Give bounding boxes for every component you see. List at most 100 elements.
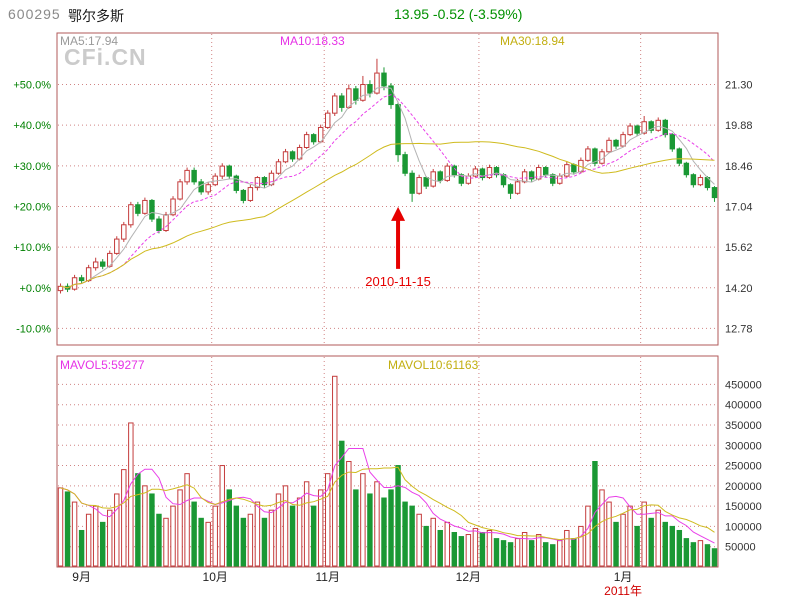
candle-body [564,164,570,177]
stock-code: 600295 [8,6,61,22]
volume-tick-label: 400000 [725,400,762,412]
volume-bar [325,473,331,567]
candle-body [339,95,345,108]
volume-bar [78,529,85,567]
volume-bar [543,542,549,567]
candle-body [360,84,366,101]
candle-body [711,187,718,199]
candle-body [690,174,697,186]
candle-body [444,165,450,181]
volume-bar [697,540,704,567]
candle-body [697,177,704,186]
candle-body [325,112,331,128]
volume-bar [606,501,612,567]
volume-bar [479,532,486,567]
volume-tick-label: 300000 [725,440,762,452]
volume-bar [156,513,162,567]
stock-name: 鄂尔多斯 [68,8,124,24]
month-label: 11月 [315,570,339,584]
volume-bar [500,540,507,567]
volume-bar [648,517,654,567]
volume-bar [240,517,247,567]
volume-bar [92,505,99,567]
volume-bar [163,517,169,567]
percent-tick-label: +30.0% [13,161,51,173]
volume-bar [310,505,317,567]
volume-panel-border [56,355,719,568]
price-tick-label: 12.78 [725,323,753,335]
volume-bar [395,465,401,567]
volume-bar [212,505,218,567]
candle-body [634,125,640,134]
volume-bar [641,501,647,567]
candle-body [395,104,401,156]
percent-tick-label: +40.0% [13,120,51,132]
candle-body [163,214,169,232]
mavol10-line [60,466,715,541]
stock-quote: 13.95 -0.52 (-3.59%) [394,6,523,22]
candle-body [423,177,429,187]
candle-body [669,134,676,150]
price-tick-label: 19.88 [725,120,753,132]
candle-body [571,164,577,173]
candle-body [191,169,197,183]
volume-bar [571,538,577,567]
ma10-line [60,94,715,289]
volume-tick-label: 250000 [725,461,762,473]
candle-body [655,119,661,131]
year-label: 2011年 [604,584,642,598]
candle-body [521,171,528,183]
candle-body [149,199,155,220]
price-tick-label: 17.04 [725,201,753,213]
volume-bar [416,513,422,567]
volume-bar [367,493,373,567]
candle-body [275,161,282,174]
candle-body [493,167,500,176]
candle-body [486,167,493,179]
candle-body [402,154,408,174]
candle-body [226,165,232,177]
candle-body [310,134,317,143]
ma5-line [60,86,715,289]
volume-bar [578,525,584,567]
volume-bar [247,513,254,567]
volume-bar [493,538,500,567]
volume-bar [346,461,352,567]
candle-body [184,169,190,183]
volume-bar [184,473,190,567]
percent-tick-label: +50.0% [13,80,51,92]
volume-bar [655,509,661,567]
volume-bar [64,491,71,567]
candle-body [170,198,176,216]
volume-bar [121,469,127,567]
volume-bar [486,529,493,567]
candle-body [374,72,380,94]
candle-body [142,199,148,214]
candle-body [550,174,556,184]
month-label: 10月 [203,570,228,584]
volume-bar [690,542,697,567]
volume-bar [423,525,429,567]
volume-bar [430,517,436,567]
volume-bar [374,481,380,567]
candle-body [613,139,619,147]
volume-bar [296,497,303,567]
volume-bar [85,513,92,567]
mavol5-label: MAVOL5:59277 [60,358,145,372]
volume-bar [634,525,640,567]
candle-body [114,238,120,254]
volume-bar [592,461,598,567]
volume-bar [198,517,204,567]
volume-bar [71,501,78,567]
volume-bar [135,473,141,567]
ma30-label: MA30:18.94 [500,34,565,48]
price-tick-label: 18.46 [725,161,753,173]
volume-bar [669,525,676,567]
volume-bar [564,529,570,567]
candle-body [451,165,458,176]
volume-bar [99,521,106,567]
volume-bar [303,481,310,567]
volume-bar [458,536,465,567]
